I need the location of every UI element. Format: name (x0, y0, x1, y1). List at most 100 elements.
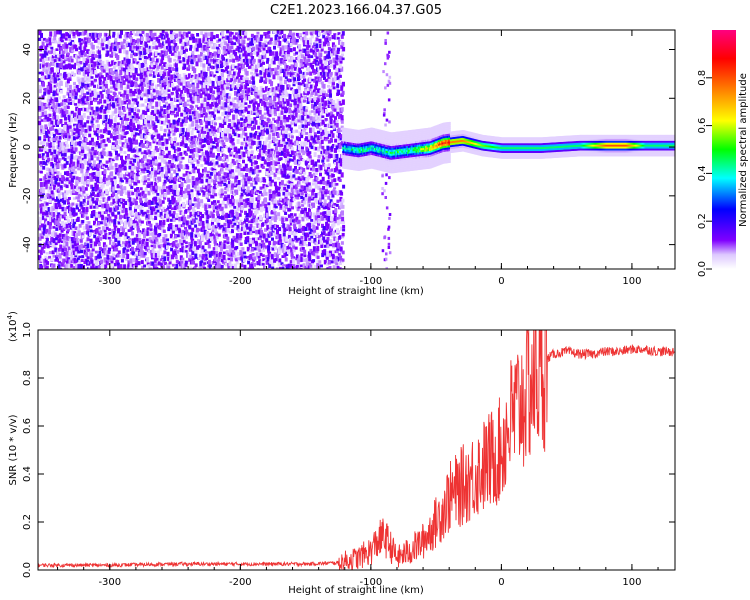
heatmap-cell (99, 98, 102, 103)
heatmap-cell (176, 234, 180, 238)
heatmap-cell (48, 113, 52, 117)
heatmap-cell (168, 57, 172, 63)
heatmap-cell (142, 228, 146, 233)
heatmap-cell (139, 51, 143, 55)
heatmap-cell (259, 186, 263, 190)
heatmap-cell (74, 259, 78, 264)
heatmap-cell (95, 55, 99, 58)
heatmap-cell (195, 111, 199, 117)
heatmap-cell (149, 151, 153, 155)
heatmap-cell (63, 199, 67, 205)
heatmap-cell (175, 33, 179, 38)
heatmap-cell (260, 124, 264, 129)
heatmap-cell (111, 99, 114, 105)
heatmap-cell (206, 135, 210, 139)
heatmap-cell (45, 265, 49, 269)
heatmap-cell (148, 85, 152, 90)
heatmap-cell (57, 41, 61, 45)
heatmap-cell (61, 201, 65, 207)
heatmap-cell (108, 95, 112, 99)
heatmap-cell (48, 117, 52, 122)
heatmap-cell (56, 174, 60, 179)
heatmap-cell (143, 71, 147, 76)
heatmap-cell (68, 38, 72, 42)
heatmap-cell (220, 46, 224, 50)
heatmap-cell (88, 50, 92, 56)
heatmap-cell (48, 63, 51, 67)
heatmap-cell (201, 205, 205, 208)
heatmap-cell (227, 222, 231, 228)
heatmap-cell (116, 259, 120, 265)
heatmap-cell (95, 228, 99, 234)
heatmap-cell (44, 150, 48, 154)
heatmap-cell (127, 103, 131, 108)
heatmap-cell (182, 31, 186, 36)
heatmap-cell (240, 263, 244, 268)
heatmap-cell (56, 115, 60, 120)
heatmap-cell (74, 251, 78, 256)
heatmap-cell (96, 151, 99, 155)
heatmap-cell (223, 145, 227, 148)
heatmap-cell (41, 153, 45, 157)
heatmap-cell (252, 35, 256, 38)
heatmap-cell (109, 239, 113, 245)
heatmap-cell (247, 174, 251, 179)
heatmap-cell (159, 239, 163, 244)
heatmap-cell (93, 220, 96, 226)
heatmap-cell (249, 122, 253, 127)
heatmap-cell (246, 77, 249, 81)
heatmap-cell (203, 130, 207, 134)
heatmap-cell (188, 225, 192, 230)
heatmap-cell (107, 104, 111, 110)
heatmap-cell (255, 241, 258, 247)
heatmap-cell (217, 139, 221, 143)
heatmap-cell (170, 218, 173, 222)
heatmap-cell (66, 144, 70, 148)
heatmap-cell (74, 246, 78, 252)
heatmap-cell (162, 98, 166, 103)
heatmap-cell (66, 230, 69, 234)
heatmap-cell (117, 220, 121, 225)
heatmap-cell (163, 120, 167, 126)
heatmap-cell (134, 211, 138, 217)
heatmap-cell (74, 95, 78, 100)
heatmap-cell (244, 61, 248, 65)
heatmap-cell (131, 102, 135, 108)
heatmap-cell (110, 255, 114, 261)
heatmap-cell (75, 129, 79, 134)
heatmap-cell (43, 146, 47, 152)
heatmap-cell (161, 80, 165, 83)
heatmap-cell (58, 233, 62, 238)
heatmap-cell (99, 236, 103, 241)
heatmap-cell (113, 180, 117, 185)
heatmap-cell (48, 168, 52, 173)
heatmap-cell (242, 76, 246, 83)
heatmap-cell (185, 245, 189, 248)
heatmap-cell (219, 193, 223, 199)
heatmap-cell (52, 108, 56, 112)
heatmap-cell (253, 203, 257, 209)
heatmap-cell (144, 211, 147, 215)
heatmap-cell (217, 181, 221, 185)
heatmap-cell (62, 125, 66, 130)
heatmap-cell (152, 160, 155, 166)
heatmap-cell (203, 167, 207, 173)
heatmap-cell (221, 36, 225, 40)
heatmap-cell (167, 263, 171, 267)
heatmap-cell (236, 119, 240, 122)
heatmap-cell (250, 156, 254, 160)
heatmap-cell (108, 196, 112, 200)
heatmap-cell (115, 193, 118, 199)
heatmap-cell (218, 203, 222, 210)
heatmap-cell (230, 263, 234, 268)
heatmap-cell (120, 76, 124, 81)
heatmap-cell (135, 192, 139, 197)
heatmap-cell (178, 117, 181, 121)
heatmap-cell (149, 174, 153, 179)
heatmap-cell (76, 178, 80, 184)
heatmap-cell (163, 96, 167, 101)
heatmap-cell (237, 121, 240, 125)
heatmap-cell (38, 78, 42, 82)
heatmap-cell (58, 37, 62, 42)
heatmap-cell (70, 207, 74, 212)
